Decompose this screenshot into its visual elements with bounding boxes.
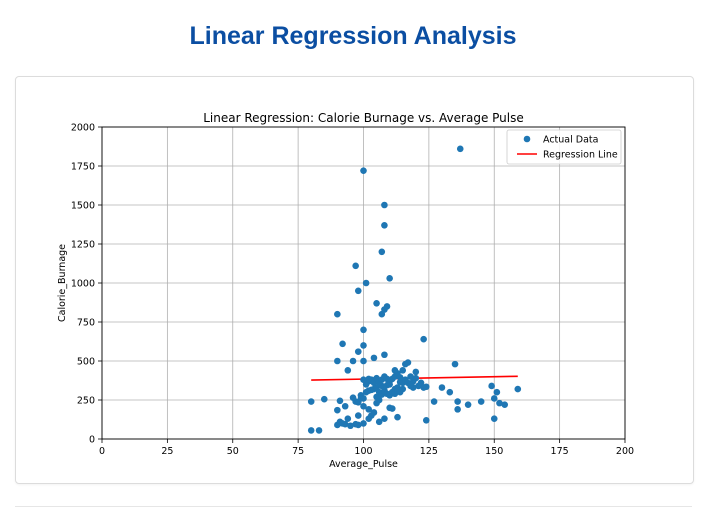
- data-point: [308, 398, 315, 405]
- data-point: [514, 386, 521, 393]
- data-point: [365, 415, 372, 422]
- x-tick-label: 0: [99, 446, 105, 457]
- data-point: [413, 375, 420, 382]
- data-point: [308, 427, 315, 434]
- data-point: [389, 405, 396, 412]
- data-point: [352, 421, 359, 428]
- data-point: [381, 351, 388, 358]
- data-point: [360, 327, 367, 334]
- x-tick-label: 150: [485, 446, 503, 457]
- x-tick-label: 100: [354, 446, 372, 457]
- data-point: [491, 415, 498, 422]
- y-tick-label: 750: [77, 318, 95, 329]
- y-tick-label: 1000: [71, 279, 95, 290]
- y-tick-label: 0: [89, 435, 95, 446]
- x-axis-label: Average_Pulse: [329, 459, 398, 470]
- x-tick-label: 200: [616, 446, 634, 457]
- data-point: [360, 358, 367, 365]
- x-tick-label: 25: [161, 446, 173, 457]
- chart-title: Linear Regression: Calorie Burnage vs. A…: [203, 111, 523, 125]
- data-point: [371, 409, 378, 416]
- data-point: [491, 395, 498, 402]
- data-point: [355, 288, 362, 295]
- data-point: [392, 367, 399, 374]
- data-point: [381, 222, 388, 229]
- chart: 0 25 50 75 100 125 150 175 200 0 250 500 750 1000 125…: [16, 77, 693, 483]
- data-point: [465, 401, 472, 408]
- data-point: [342, 403, 349, 410]
- data-point: [501, 401, 508, 408]
- data-point: [454, 406, 461, 413]
- data-point: [386, 275, 393, 282]
- data-point: [397, 374, 404, 381]
- data-point: [384, 303, 391, 310]
- data-point: [494, 389, 501, 396]
- page-title: Linear Regression Analysis: [0, 22, 706, 51]
- data-point: [334, 407, 341, 414]
- data-point: [423, 417, 430, 424]
- data-point: [488, 383, 495, 390]
- data-point: [355, 348, 362, 355]
- y-tick-label: 1500: [71, 201, 95, 212]
- data-point: [423, 383, 430, 390]
- data-point: [371, 355, 378, 362]
- data-point: [379, 249, 386, 256]
- data-point: [339, 341, 346, 348]
- y-tick-label: 2000: [71, 123, 95, 134]
- data-point: [399, 367, 406, 374]
- y-tick-label: 1750: [71, 162, 95, 173]
- data-point: [316, 427, 323, 434]
- data-point: [399, 386, 406, 393]
- x-tick-label: 50: [227, 446, 239, 457]
- x-tick-label: 175: [551, 446, 569, 457]
- data-point: [321, 396, 328, 403]
- data-point: [345, 367, 352, 374]
- data-point: [394, 414, 401, 421]
- data-point: [360, 395, 367, 402]
- y-axis-label: Calorie_Burnage: [57, 244, 68, 322]
- data-point: [334, 311, 341, 318]
- data-point: [379, 311, 386, 318]
- data-point: [360, 376, 367, 383]
- legend-label-regression: Regression Line: [543, 150, 618, 161]
- x-tick-label: 75: [292, 446, 304, 457]
- data-point: [373, 300, 380, 307]
- data-point: [478, 398, 485, 405]
- y-axis: 0 250 500 750 1000 1250 1500 1750 2000: [71, 123, 102, 446]
- data-point: [452, 361, 459, 368]
- y-tick-label: 500: [77, 357, 95, 368]
- data-point: [446, 389, 453, 396]
- data-point: [360, 342, 367, 349]
- data-point: [334, 358, 341, 365]
- data-point: [457, 146, 464, 153]
- x-axis: 0 25 50 75 100 125 150 175 200: [99, 439, 634, 457]
- data-point: [352, 263, 359, 270]
- data-point: [454, 398, 461, 405]
- data-point: [350, 358, 357, 365]
- legend-marker-actual: [524, 136, 531, 143]
- data-point: [413, 369, 420, 376]
- data-point: [381, 415, 388, 422]
- x-tick-label: 125: [420, 446, 438, 457]
- data-point: [420, 336, 427, 343]
- legend-label-actual: Actual Data: [543, 135, 598, 146]
- y-tick-label: 250: [77, 396, 95, 407]
- y-tick-label: 1250: [71, 240, 95, 251]
- data-point: [405, 359, 412, 366]
- data-point: [381, 202, 388, 209]
- data-point: [345, 415, 352, 422]
- data-point: [360, 167, 367, 174]
- data-point: [373, 400, 380, 407]
- data-point: [363, 280, 370, 287]
- scatter-series: [308, 146, 521, 434]
- data-point: [407, 381, 414, 388]
- data-point: [431, 398, 438, 405]
- divider: [15, 506, 692, 507]
- data-point: [355, 412, 362, 419]
- data-point: [439, 384, 446, 391]
- chart-card: 0 25 50 75 100 125 150 175 200 0 250 500 750 1000 125…: [15, 76, 694, 484]
- data-point: [337, 397, 344, 404]
- legend: Actual Data Regression Line: [507, 130, 621, 164]
